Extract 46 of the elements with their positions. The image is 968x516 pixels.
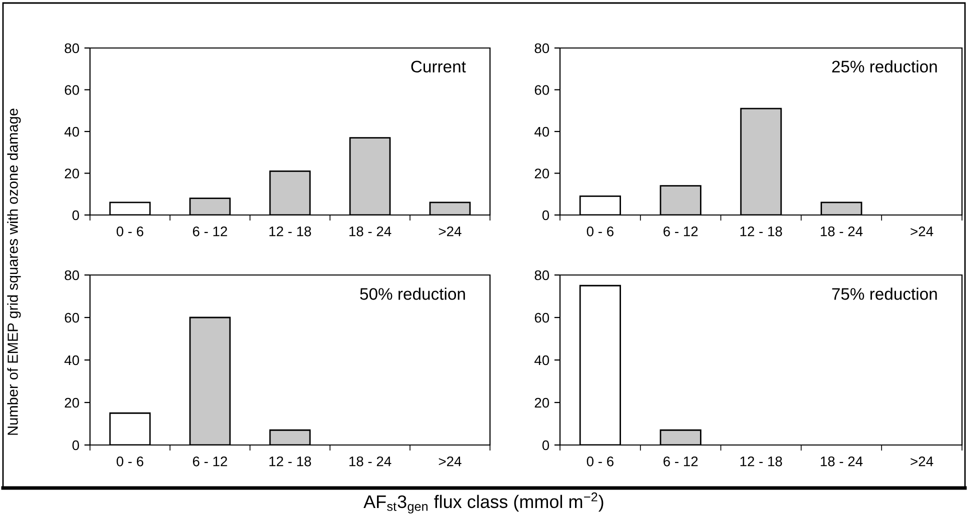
y-tick-label: 80 [534, 270, 550, 280]
y-tick-label: 40 [64, 126, 80, 137]
x-tick-label: 18 - 24 [820, 456, 863, 466]
x-tick-label: >24 [438, 456, 462, 466]
x-tick-label: 12 - 18 [740, 456, 782, 466]
y-tick-label: 20 [64, 168, 80, 178]
x-tick-label: 6 - 12 [192, 456, 228, 466]
x-tick-label: >24 [910, 226, 934, 236]
x-tick-label: 0 - 6 [586, 226, 614, 236]
annotation: 75% reduction [832, 288, 937, 300]
x-tick-label: 0 - 6 [586, 456, 614, 466]
y-tick-label: 20 [64, 398, 80, 408]
x-tick-label: 18 - 24 [349, 226, 392, 236]
x-tick-label: 0 - 6 [116, 226, 144, 236]
annotation: 25% reduction [832, 60, 937, 73]
y-tick-label: 80 [534, 43, 550, 54]
x-tick-label: 18 - 24 [349, 456, 392, 466]
y-tick-label: 0 [72, 210, 80, 220]
x-tick-label: 18 - 24 [820, 226, 863, 236]
x-tick-label: 6 - 12 [664, 226, 698, 236]
y-tick-label: 0 [542, 210, 550, 220]
y-tick-label: 60 [534, 85, 550, 95]
annotation: 50% reduction [360, 288, 465, 300]
x-tick-label: 0 - 6 [116, 456, 144, 466]
x-tick-label: >24 [438, 226, 462, 236]
y-axis-title: Number of EMEP grid squares with ozone damage [7, 108, 21, 435]
x-tick-label: 12 - 18 [269, 226, 312, 236]
y-tick-label: 40 [64, 355, 80, 366]
y-tick-label: 80 [64, 43, 80, 54]
x-tick-label: 6 - 12 [192, 226, 228, 236]
x-axis-title: AF$_{st}$3$_{gen}$ flux class (mmol m$^{−2}$) [364, 492, 604, 514]
y-tick-label: 40 [534, 355, 550, 366]
x-tick-label: 12 - 18 [269, 456, 312, 466]
y-tick-label: 40 [534, 126, 550, 137]
y-tick-label: 20 [534, 168, 550, 178]
y-tick-label: 20 [534, 398, 550, 408]
x-tick-label: >24 [910, 456, 934, 466]
annotation: Current [411, 60, 466, 73]
y-tick-label: 60 [534, 312, 550, 323]
y-tick-label: 80 [64, 270, 80, 280]
y-tick-label: 0 [72, 440, 80, 450]
y-tick-label: 0 [542, 440, 550, 450]
x-tick-label: 12 - 18 [740, 226, 782, 236]
y-tick-label: 60 [64, 312, 80, 323]
y-tick-label: 60 [64, 85, 80, 95]
x-tick-label: 6 - 12 [664, 456, 698, 466]
